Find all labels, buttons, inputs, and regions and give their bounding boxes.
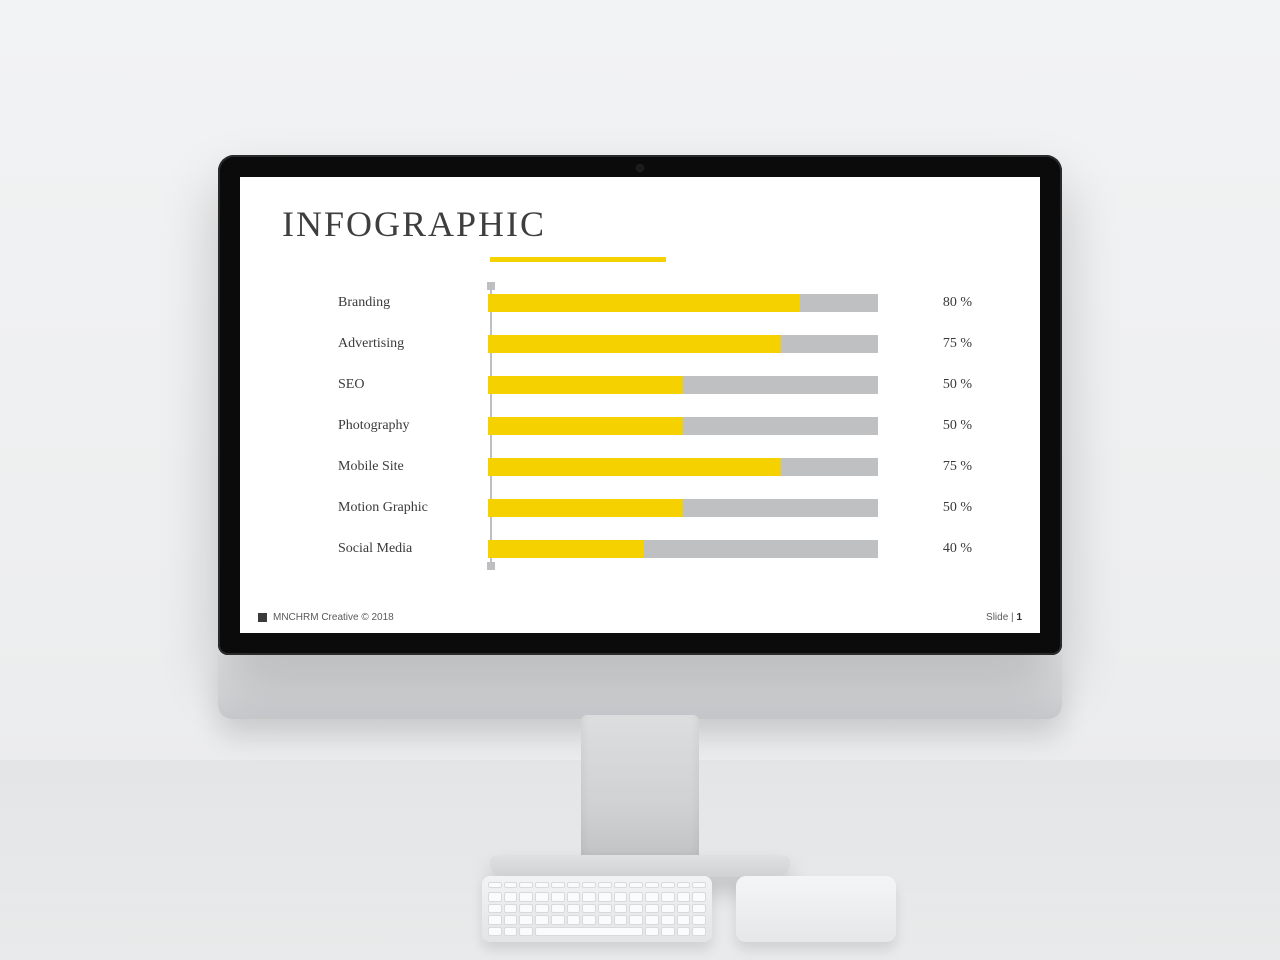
bar-track — [488, 294, 878, 312]
bar-label: Branding — [338, 295, 488, 311]
slide-title: INFOGRAPHIC — [282, 203, 1006, 245]
chart-row: SEO 50 % — [338, 374, 978, 396]
bar-value: 50 % — [902, 418, 972, 434]
bar-track — [488, 335, 878, 353]
bar-fill — [488, 417, 683, 435]
bar-value: 75 % — [902, 336, 972, 352]
chart-row: Branding 80 % — [338, 292, 978, 314]
bar-fill — [488, 458, 781, 476]
bar-chart: Branding80 %Advertising75 %SEO50 %Photog… — [338, 292, 978, 560]
axis-tick-bottom-icon — [487, 562, 495, 570]
bar-label: Advertising — [338, 336, 488, 352]
chart-row: Social Media 40 % — [338, 538, 978, 560]
keyboard-mockup — [482, 876, 712, 942]
footer-brand-text: MNCHRM Creative © 2018 — [273, 612, 394, 623]
bar-fill — [488, 540, 644, 558]
bar-label: Mobile Site — [338, 459, 488, 475]
bar-label: Social Media — [338, 541, 488, 557]
footer-brand: MNCHRM Creative © 2018 — [258, 612, 394, 623]
screen: INFOGRAPHIC Branding 80 % Advertising 75 % S… — [240, 177, 1040, 633]
monitor-bezel: INFOGRAPHIC Branding 80 % Advertising 75 % S… — [218, 155, 1062, 655]
footer-page-number: 1 — [1016, 612, 1022, 623]
bar-value: 40 % — [902, 541, 972, 557]
bar-track — [488, 540, 878, 558]
bar-label: Photography — [338, 418, 488, 434]
footer-square-icon — [258, 613, 267, 622]
bar-label: SEO — [338, 377, 488, 393]
bar-value: 80 % — [902, 295, 972, 311]
chart-row: Photography 50 % — [338, 415, 978, 437]
bar-value: 75 % — [902, 459, 972, 475]
monitor-mockup: INFOGRAPHIC Branding 80 % Advertising 75 % S… — [218, 155, 1062, 719]
bar-fill — [488, 499, 683, 517]
monitor-stand-neck — [581, 715, 699, 865]
bar-value: 50 % — [902, 377, 972, 393]
monitor-chin — [218, 655, 1062, 719]
slide-footer: MNCHRM Creative © 2018 Slide | 1 — [258, 612, 1022, 623]
footer-separator: | — [1011, 612, 1014, 623]
axis-tick-top-icon — [487, 282, 495, 290]
bar-label: Motion Graphic — [338, 500, 488, 516]
title-underline — [490, 257, 666, 262]
footer-page-label: Slide — [986, 612, 1011, 623]
trackpad-mockup — [736, 876, 896, 942]
bar-track — [488, 458, 878, 476]
bar-track — [488, 376, 878, 394]
bar-fill — [488, 376, 683, 394]
footer-page: Slide | 1 — [986, 612, 1022, 623]
slide-content: INFOGRAPHIC Branding 80 % Advertising 75 % S… — [240, 177, 1040, 633]
chart-row: Advertising 75 % — [338, 333, 978, 355]
bar-track — [488, 499, 878, 517]
bar-value: 50 % — [902, 500, 972, 516]
bar-fill — [488, 294, 800, 312]
chart-rows: Branding80 %Advertising75 %SEO50 %Photog… — [338, 292, 978, 560]
camera-dot-icon — [636, 164, 644, 172]
chart-row: Motion Graphic 50 % — [338, 497, 978, 519]
chart-row: Mobile Site 75 % — [338, 456, 978, 478]
bar-fill — [488, 335, 781, 353]
monitor-stand-foot — [490, 855, 790, 877]
bar-track — [488, 417, 878, 435]
